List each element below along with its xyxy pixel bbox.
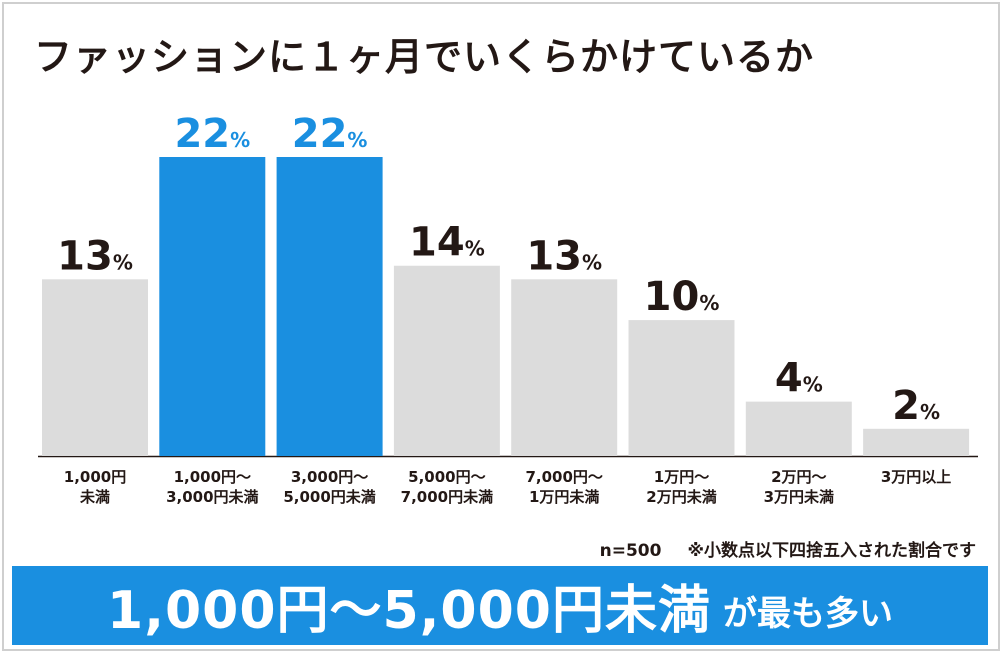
banner-highlight: 1,000円〜5,000円未満 bbox=[107, 581, 711, 641]
bar-1 bbox=[42, 279, 148, 456]
bar-5 bbox=[511, 279, 618, 456]
data-label-4: 14% bbox=[409, 220, 485, 266]
x-tick-label-4: 5,000円〜 7,000円未満 bbox=[401, 468, 493, 506]
bar-4 bbox=[393, 265, 500, 456]
chart-title: ファッションに１ヶ月でいくらかけているか bbox=[34, 35, 815, 79]
data-label-3: 22% bbox=[292, 111, 368, 157]
data-label-2: 22% bbox=[174, 111, 250, 157]
bar-7 bbox=[745, 401, 852, 456]
footnote: n=500 ※小数点以下四捨五入された割合です bbox=[600, 536, 976, 561]
bar-2 bbox=[159, 157, 266, 456]
bar-3 bbox=[276, 157, 383, 456]
bar-chart: 13% 1,000円未満 22% 1,000円〜 3,000円未満 22% 3,000円〜 5… bbox=[38, 111, 978, 506]
x-tick-label-2: 1,000円〜 3,000円未満 bbox=[166, 468, 258, 506]
sample-size: n=500 bbox=[599, 541, 662, 561]
data-label-5: 13% bbox=[526, 233, 602, 279]
banner-suffix: が最も多い bbox=[722, 594, 893, 634]
bar-6 bbox=[628, 320, 735, 456]
data-label-8: 2% bbox=[892, 383, 940, 429]
x-tick-label-3: 3,000円〜 5,000円未満 bbox=[283, 468, 375, 506]
data-label-6: 10% bbox=[644, 274, 720, 320]
x-tick-label-6: 1万円〜 2万円未満 bbox=[646, 468, 716, 506]
bar-8 bbox=[863, 428, 970, 456]
conclusion-banner: 1,000円〜5,000円未満 が最も多い bbox=[12, 566, 988, 645]
rounding-note: ※小数点以下四捨五入された割合です bbox=[687, 541, 976, 561]
x-tick-label-1: 1,000円未満 bbox=[64, 468, 126, 506]
data-label-7: 4% bbox=[775, 356, 823, 402]
x-tick-label-7: 2万円〜 3万円未満 bbox=[764, 468, 834, 506]
data-label-1: 13% bbox=[57, 233, 133, 279]
x-tick-label-5: 7,000円〜 1万円未満 bbox=[525, 468, 602, 506]
x-tick-label-8: 3万円以上 bbox=[881, 468, 951, 486]
